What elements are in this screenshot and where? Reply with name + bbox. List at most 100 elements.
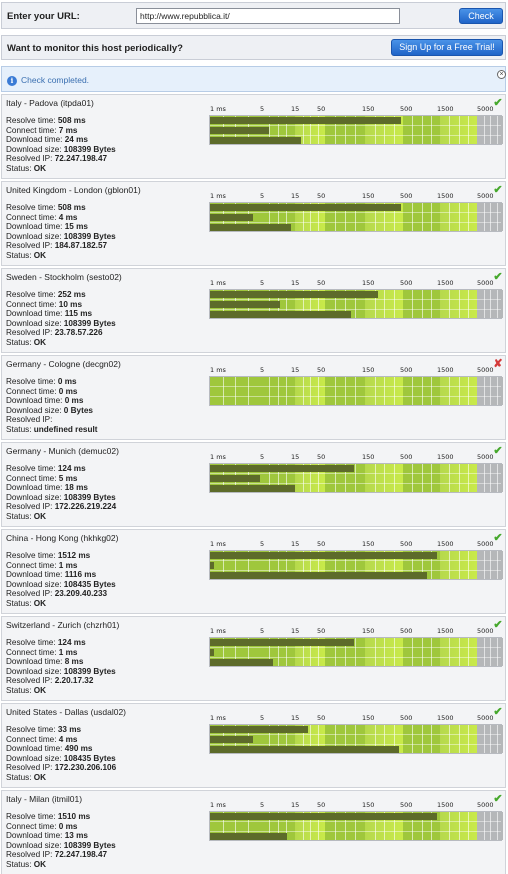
- scale-tick-label: 5000: [477, 366, 494, 374]
- download-time-bar: [210, 659, 274, 666]
- scale-tick-label: 5: [260, 540, 265, 548]
- check-icon: ✔: [493, 184, 503, 196]
- status-value: OK: [33, 598, 47, 608]
- row-separator: [210, 734, 501, 735]
- scale-tick-label: 150: [362, 279, 375, 287]
- download-size-value: 0 Bytes: [63, 405, 93, 415]
- scale-tick-label: 500: [400, 192, 413, 200]
- check-icon: ✔: [493, 445, 503, 457]
- location-result-panel: Sweden - Stockholm (sesto02) ✔ Resolve t…: [1, 268, 506, 353]
- url-label: Enter your URL:: [7, 11, 80, 22]
- scale-tick-label: 50: [317, 279, 326, 287]
- scale-zone: [403, 290, 440, 318]
- url-input[interactable]: [136, 8, 400, 24]
- connect-time-bar: [210, 127, 270, 134]
- connect-time-value: 1 ms: [58, 647, 78, 657]
- download-size-value: 108399 Bytes: [63, 666, 116, 676]
- signup-trial-button[interactable]: Sign Up for a Free Trial!: [391, 39, 503, 56]
- resolve-time-value: 1510 ms: [57, 812, 91, 821]
- timing-chart: 1 ms 5 15 50 150 500 1500 5000: [208, 801, 504, 843]
- row-separator: [210, 396, 501, 397]
- location-result-panel: Germany - Munich (demuc02) ✔ Resolve tim…: [1, 442, 506, 527]
- scale-zone: [260, 377, 295, 405]
- scale-tick-label: 5000: [477, 279, 494, 287]
- connect-time-line: Connect time: 7 ms: [6, 125, 78, 135]
- scale-tick-label: 1500: [437, 540, 454, 548]
- check-button[interactable]: Check: [459, 8, 503, 24]
- status-line: Status: OK: [6, 337, 47, 347]
- scale-tick-label: 500: [400, 801, 413, 809]
- scale-tick-label: 5000: [477, 627, 494, 635]
- close-icon[interactable]: ×: [497, 70, 506, 79]
- resolve-time-bar: [210, 813, 438, 820]
- scale-zone: [477, 464, 503, 492]
- check-icon: ✔: [493, 706, 503, 718]
- location-name: Italy - Padova (itpda01): [6, 98, 94, 108]
- scale-tick-label: 15: [291, 453, 300, 461]
- scale-tick-label: 50: [317, 714, 326, 722]
- download-size-value: 108399 Bytes: [63, 318, 116, 328]
- scale-tick-label: 500: [400, 366, 413, 374]
- scale-tick-label: 5: [260, 453, 265, 461]
- connect-time-value: 0 ms: [58, 386, 78, 396]
- scale-tick-label: 150: [362, 540, 375, 548]
- download-time-line: Download time: 1116 ms: [6, 570, 97, 580]
- download-time-line: Download time: 490 ms: [6, 744, 93, 754]
- resolve-time-line: Resolve time: 33 ms: [6, 725, 82, 734]
- scale-zone: [477, 203, 503, 231]
- connect-time-line: Connect time: 1 ms: [6, 647, 78, 657]
- resolved-ip-line: Resolved IP: 172.226.219.224: [6, 502, 117, 512]
- scale-zone: [210, 377, 260, 405]
- resolved-ip-value: 172.230.206.106: [54, 763, 117, 773]
- status-line: Status: OK: [6, 511, 47, 521]
- scale-tick-label: 1500: [437, 627, 454, 635]
- scale-tick-label: 5000: [477, 453, 494, 461]
- scale-tick-label: 5000: [477, 105, 494, 113]
- cross-icon: ✘: [493, 358, 503, 370]
- scale-tick-label: 1500: [437, 801, 454, 809]
- row-separator: [210, 222, 501, 223]
- download-size-value: 108435 Bytes: [63, 753, 116, 763]
- scale-zone: [477, 551, 503, 579]
- timing-details: Resolve time: 508 ms Connect time: 4 ms …: [6, 203, 116, 261]
- resolve-time-value: 124 ms: [57, 638, 86, 647]
- scale-tick-label: 150: [362, 366, 375, 374]
- connect-time-value: 0 ms: [58, 821, 78, 831]
- timing-track: [209, 376, 503, 406]
- connect-time-line: Connect time: 0 ms: [6, 386, 78, 396]
- location-name: Italy - Milan (itmil01): [6, 794, 83, 804]
- connect-time-value: 4 ms: [58, 734, 78, 744]
- status-line: Status: OK: [6, 772, 47, 782]
- scale-tick-label: 15: [291, 540, 300, 548]
- resolved-ip-value: 2.20.17.32: [54, 676, 94, 686]
- scale-zone: [403, 464, 440, 492]
- scale-tick-label: 50: [317, 366, 326, 374]
- scale-zone: [477, 725, 503, 753]
- download-size-value: 108399 Bytes: [63, 144, 116, 154]
- resolve-time-value: 33 ms: [57, 725, 82, 734]
- download-time-value: 15 ms: [64, 222, 88, 232]
- connect-time-bar: [210, 736, 254, 743]
- download-time-value: 24 ms: [64, 135, 88, 145]
- download-time-value: 1116 ms: [64, 570, 97, 580]
- scale-tick-label: 500: [400, 627, 413, 635]
- resolve-time-line: Resolve time: 1510 ms: [6, 812, 91, 821]
- resolved-ip-line: Resolved IP: 23.209.40.233: [6, 589, 108, 599]
- row-separator: [210, 560, 501, 561]
- row-separator: [210, 570, 501, 571]
- resolved-ip-line: Resolved IP: 2.20.17.32: [6, 676, 94, 686]
- resolved-ip-value: 184.87.182.57: [54, 241, 108, 251]
- timing-chart: 1 ms 5 15 50 150 500 1500 5000: [208, 627, 504, 669]
- connect-time-bar: [210, 649, 214, 656]
- location-result-panel: Italy - Padova (itpda01) ✔ Resolve time:…: [1, 94, 506, 179]
- location-result-panel: China - Hong Kong (hkhkg02) ✔ Resolve ti…: [1, 529, 506, 614]
- download-size-line: Download size: 108399 Bytes: [6, 231, 116, 241]
- scale-zone: [440, 377, 477, 405]
- download-time-line: Download time: 115 ms: [6, 309, 93, 319]
- row-separator: [210, 386, 501, 387]
- scale-tick-label: 5: [260, 366, 265, 374]
- scale-zone: [365, 377, 403, 405]
- scale-tick-label: 15: [291, 279, 300, 287]
- timing-chart: 1 ms 5 15 50 150 500 1500 5000: [208, 105, 504, 147]
- url-bar: Enter your URL: Check: [1, 2, 506, 29]
